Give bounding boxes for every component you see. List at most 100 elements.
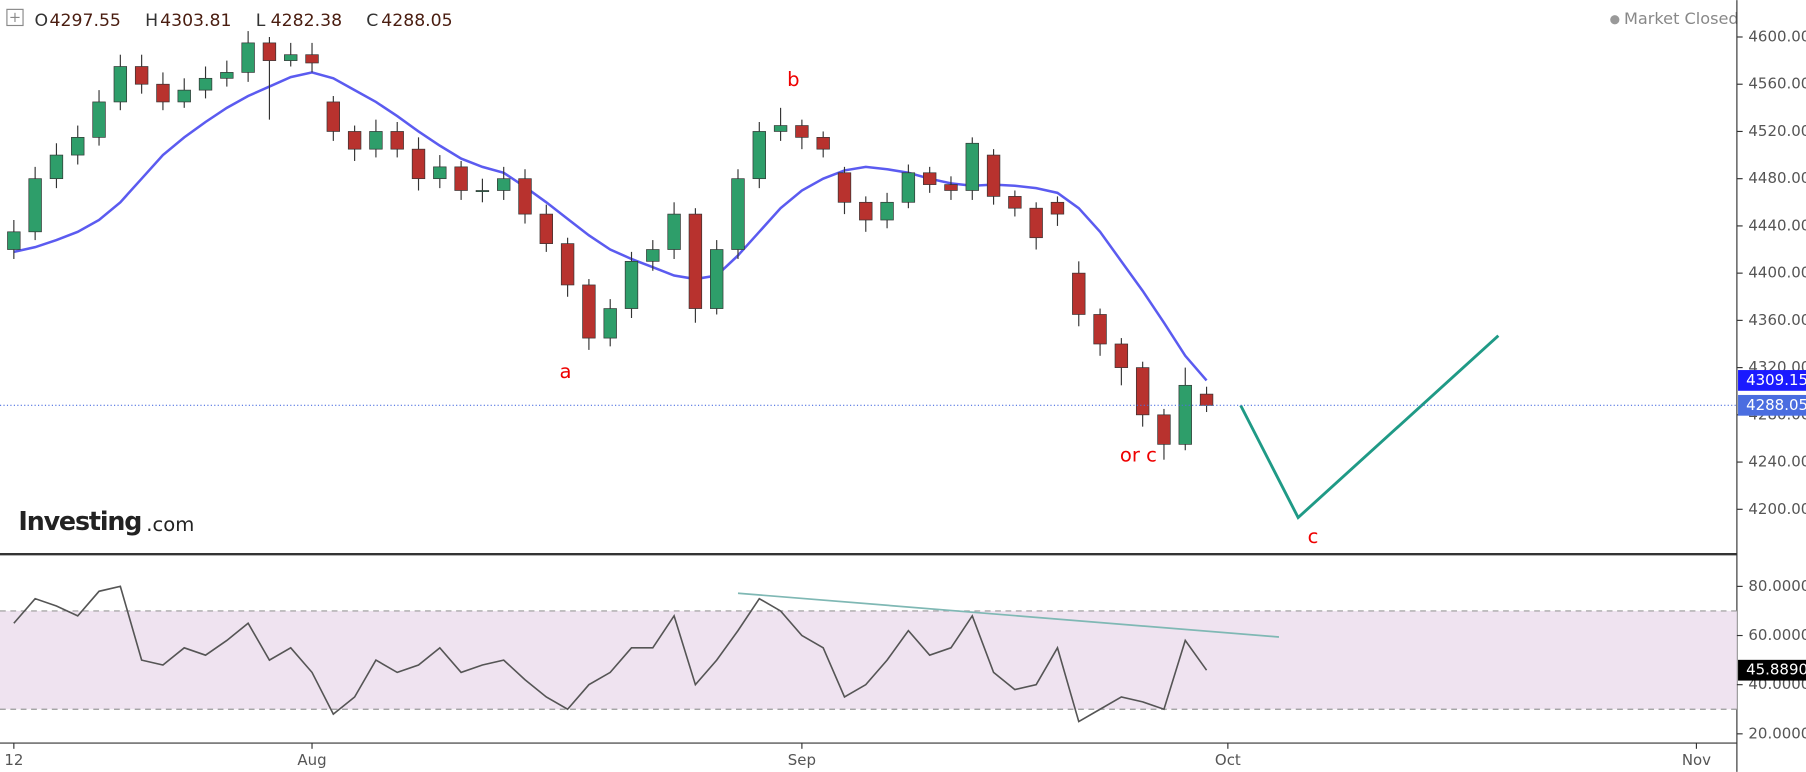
candle-body bbox=[92, 101, 106, 138]
price-tag: 4288.05 bbox=[1746, 396, 1806, 414]
ohlc-label: C bbox=[366, 11, 378, 31]
ma-tag: 4309.15 bbox=[1746, 371, 1806, 389]
candle-body bbox=[390, 131, 404, 150]
candle-body bbox=[1178, 384, 1192, 445]
candle-body bbox=[646, 249, 660, 262]
candle-body bbox=[901, 172, 916, 203]
candle-body bbox=[1072, 272, 1086, 315]
rsi-trendline bbox=[737, 592, 1280, 638]
candle-body bbox=[1093, 314, 1107, 345]
candle-body bbox=[1029, 207, 1043, 239]
x-tick-label: Aug bbox=[297, 751, 326, 769]
candle-body bbox=[986, 154, 1001, 197]
logo-suffix: .com bbox=[146, 513, 194, 536]
candle-body bbox=[113, 66, 128, 103]
candle-body bbox=[560, 243, 575, 286]
candle-body bbox=[28, 178, 42, 233]
logo: Investing bbox=[18, 506, 141, 536]
ohlc-label: O bbox=[35, 11, 49, 31]
candle-body bbox=[944, 184, 958, 191]
candle-body bbox=[710, 249, 724, 309]
candle-body bbox=[795, 125, 809, 138]
candle-body bbox=[922, 172, 937, 185]
candle-body bbox=[134, 66, 149, 85]
candle-body bbox=[1050, 201, 1065, 215]
candle-body bbox=[773, 125, 788, 132]
x-tick-label: Sep bbox=[788, 751, 816, 769]
candle-body bbox=[752, 131, 766, 180]
rsi-band bbox=[0, 610, 1737, 710]
y-tick-label: 4200.00 bbox=[1748, 500, 1806, 518]
y-tick-label: 4600.00 bbox=[1748, 27, 1806, 45]
candle-body bbox=[731, 178, 745, 250]
ohlc-value: 4297.55 bbox=[50, 11, 121, 31]
y-tick-label: 4240.00 bbox=[1748, 453, 1806, 471]
y-tick-label: 4560.00 bbox=[1748, 75, 1806, 93]
y-tick-label: 4440.00 bbox=[1748, 216, 1806, 234]
candle-body bbox=[816, 137, 830, 150]
wave-label: c bbox=[1308, 525, 1319, 548]
x-tick-label: Oct bbox=[1215, 751, 1241, 769]
candle-body bbox=[305, 54, 319, 64]
candle-body bbox=[347, 131, 362, 150]
candle-body bbox=[284, 54, 298, 61]
ma-tag-bg bbox=[1738, 370, 1806, 391]
market-status: Market Closed bbox=[1624, 9, 1739, 28]
y-tick-label: 4480.00 bbox=[1748, 169, 1806, 187]
candle-body bbox=[1157, 414, 1171, 445]
status-dot bbox=[1610, 15, 1620, 25]
wave-projection bbox=[1239, 334, 1500, 520]
x-tick-label: 12 bbox=[4, 751, 23, 769]
y-tick-label: 4400.00 bbox=[1748, 264, 1806, 282]
ohlc-label: H bbox=[145, 11, 158, 31]
moving-average bbox=[13, 71, 1208, 382]
candle-body bbox=[1199, 393, 1214, 406]
candle-body bbox=[198, 77, 213, 91]
candle-body bbox=[369, 131, 383, 150]
wave-label: b bbox=[787, 68, 799, 91]
candle-body bbox=[624, 260, 639, 309]
candle-body bbox=[475, 190, 490, 192]
candle-body bbox=[220, 72, 234, 79]
candle-body bbox=[156, 83, 170, 103]
candle-body bbox=[539, 213, 553, 244]
rsi-tag-bg bbox=[1738, 659, 1806, 681]
candle-body bbox=[49, 154, 64, 180]
price-tag-bg bbox=[1738, 394, 1806, 416]
candle-body bbox=[965, 142, 979, 191]
candle-body bbox=[177, 89, 191, 103]
candle-body bbox=[454, 166, 468, 191]
rsi-tag: 45.8890 bbox=[1746, 661, 1806, 679]
y-tick-label: 60.0000 bbox=[1748, 626, 1806, 644]
wave-label: a bbox=[559, 360, 571, 383]
ohlc-value: 4288.05 bbox=[381, 11, 452, 31]
y-tick-label: 20.0000 bbox=[1748, 724, 1806, 742]
y-tick-label: 4520.00 bbox=[1748, 122, 1806, 140]
y-tick-label: 4360.00 bbox=[1748, 311, 1806, 329]
candle-body bbox=[518, 178, 532, 215]
y-tick-label: 80.0000 bbox=[1748, 577, 1806, 595]
ohlc-value: 4282.38 bbox=[271, 11, 342, 31]
candle-body bbox=[7, 231, 21, 250]
candle-body bbox=[497, 178, 511, 191]
candle-body bbox=[326, 101, 341, 132]
x-tick-label: Nov bbox=[1682, 751, 1711, 769]
candle-body bbox=[411, 148, 426, 180]
expand-icon[interactable] bbox=[6, 8, 24, 27]
candle-body bbox=[1114, 343, 1129, 368]
candle-body bbox=[603, 308, 617, 339]
candle-body bbox=[582, 284, 596, 339]
candle-body bbox=[837, 172, 852, 203]
ohlc-value: 4303.81 bbox=[160, 11, 231, 31]
rsi-line bbox=[13, 585, 1208, 723]
candle-body bbox=[859, 201, 873, 221]
candle-body bbox=[1135, 367, 1150, 416]
candle-body bbox=[433, 166, 447, 180]
candle-body bbox=[1008, 196, 1022, 209]
candle-body bbox=[71, 137, 85, 156]
ohlc-label: L bbox=[256, 11, 266, 31]
wave-label: or c bbox=[1120, 444, 1157, 467]
candle-body bbox=[880, 201, 894, 221]
candle-body bbox=[667, 213, 681, 250]
